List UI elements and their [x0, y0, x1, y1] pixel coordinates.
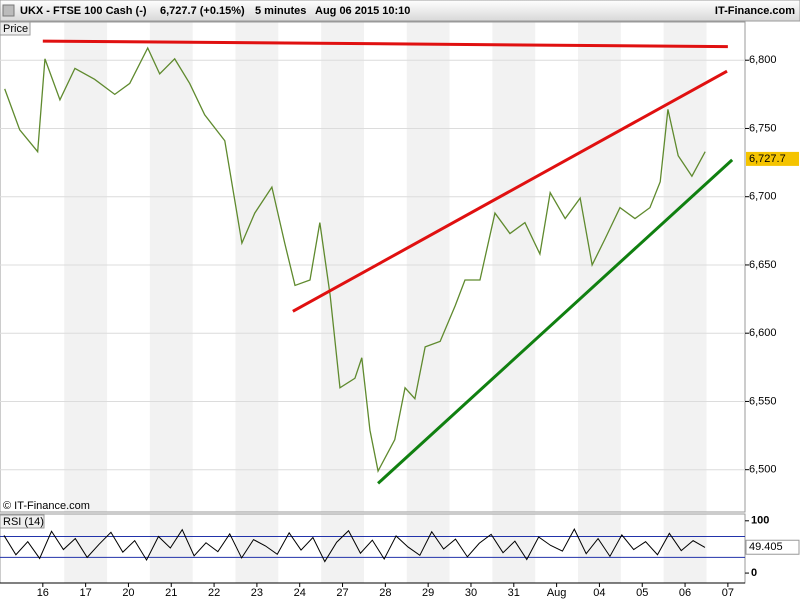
x-tick-label: 21 — [165, 587, 177, 599]
watermark: © IT-Finance.com — [3, 500, 90, 512]
panel-label-box — [0, 21, 31, 36]
x-tick-label: 31 — [508, 587, 520, 599]
x-tick-label: 24 — [294, 587, 306, 599]
x-tick-label: 04 — [593, 587, 605, 599]
menu-icon[interactable] — [2, 4, 15, 17]
x-tick-label: 17 — [80, 587, 92, 599]
price-panel: 6,500 6,550 6,600 6,650 6,700 6,750 6,800 16 17 2… — [0, 21, 800, 599]
day-band — [663, 514, 707, 583]
quote: 6,727.7 (+0.15%) — [160, 5, 245, 17]
y-tick-label: 6,650 — [749, 259, 777, 271]
last-value-tag — [746, 151, 799, 166]
trendline — [292, 69, 728, 313]
trendline — [377, 158, 734, 485]
day-band — [492, 514, 536, 583]
day-band — [64, 514, 108, 583]
rsi-last-tag — [745, 539, 800, 555]
rsi-last-label: 49.405 — [749, 541, 783, 553]
day-band — [149, 514, 193, 583]
price-frame — [0, 21, 746, 513]
y-tick-label: 6,700 — [749, 191, 777, 203]
x-tick-label: 23 — [251, 587, 263, 599]
y-tick-label: 6,750 — [749, 122, 777, 134]
trendline — [42, 39, 728, 49]
day-band — [578, 514, 621, 583]
day-band — [492, 22, 536, 512]
y-tick-label: 6,600 — [749, 327, 777, 339]
symbol: UKX - FTSE 100 Cash (-) — [20, 5, 147, 17]
day-band — [406, 514, 450, 583]
day-band — [321, 22, 364, 512]
x-tick-label: 16 — [37, 587, 49, 599]
header-bar — [0, 0, 800, 22]
x-tick-label: 20 — [122, 587, 134, 599]
rsi-y-tick-label: 0 — [751, 567, 757, 579]
rsi-label: RSI (14) — [3, 516, 44, 528]
datetime: Aug 06 2015 10:10 — [315, 5, 410, 17]
day-band — [321, 514, 364, 583]
x-tick-label: Aug — [547, 587, 567, 599]
day-band — [64, 22, 108, 512]
x-tick-label: 07 — [722, 587, 734, 599]
x-tick-label: 27 — [336, 587, 348, 599]
y-tick-label: 6,800 — [749, 54, 777, 66]
x-tick-label: 28 — [379, 587, 391, 599]
day-band — [235, 22, 279, 512]
y-tick-label: 6,550 — [749, 395, 777, 407]
x-tick-label: 29 — [422, 587, 434, 599]
x-tick-label: 06 — [679, 587, 691, 599]
panel-label: Price — [3, 23, 28, 35]
day-band — [149, 22, 193, 512]
rsi-line — [3, 528, 706, 563]
x-tick-label: 22 — [208, 587, 220, 599]
x-tick-label: 05 — [636, 587, 648, 599]
rsi-y-tick-label: 100 — [751, 515, 769, 527]
last-value-label: 6,727.7 — [749, 153, 786, 165]
x-tick-label: 30 — [465, 587, 477, 599]
price-line — [4, 46, 706, 473]
brand: IT-Finance.com — [715, 5, 795, 17]
rsi-label-box — [0, 514, 45, 529]
interval: 5 minutes — [255, 5, 306, 17]
y-tick-label: 6,500 — [749, 464, 777, 476]
day-band — [235, 514, 279, 583]
day-band — [406, 22, 450, 512]
